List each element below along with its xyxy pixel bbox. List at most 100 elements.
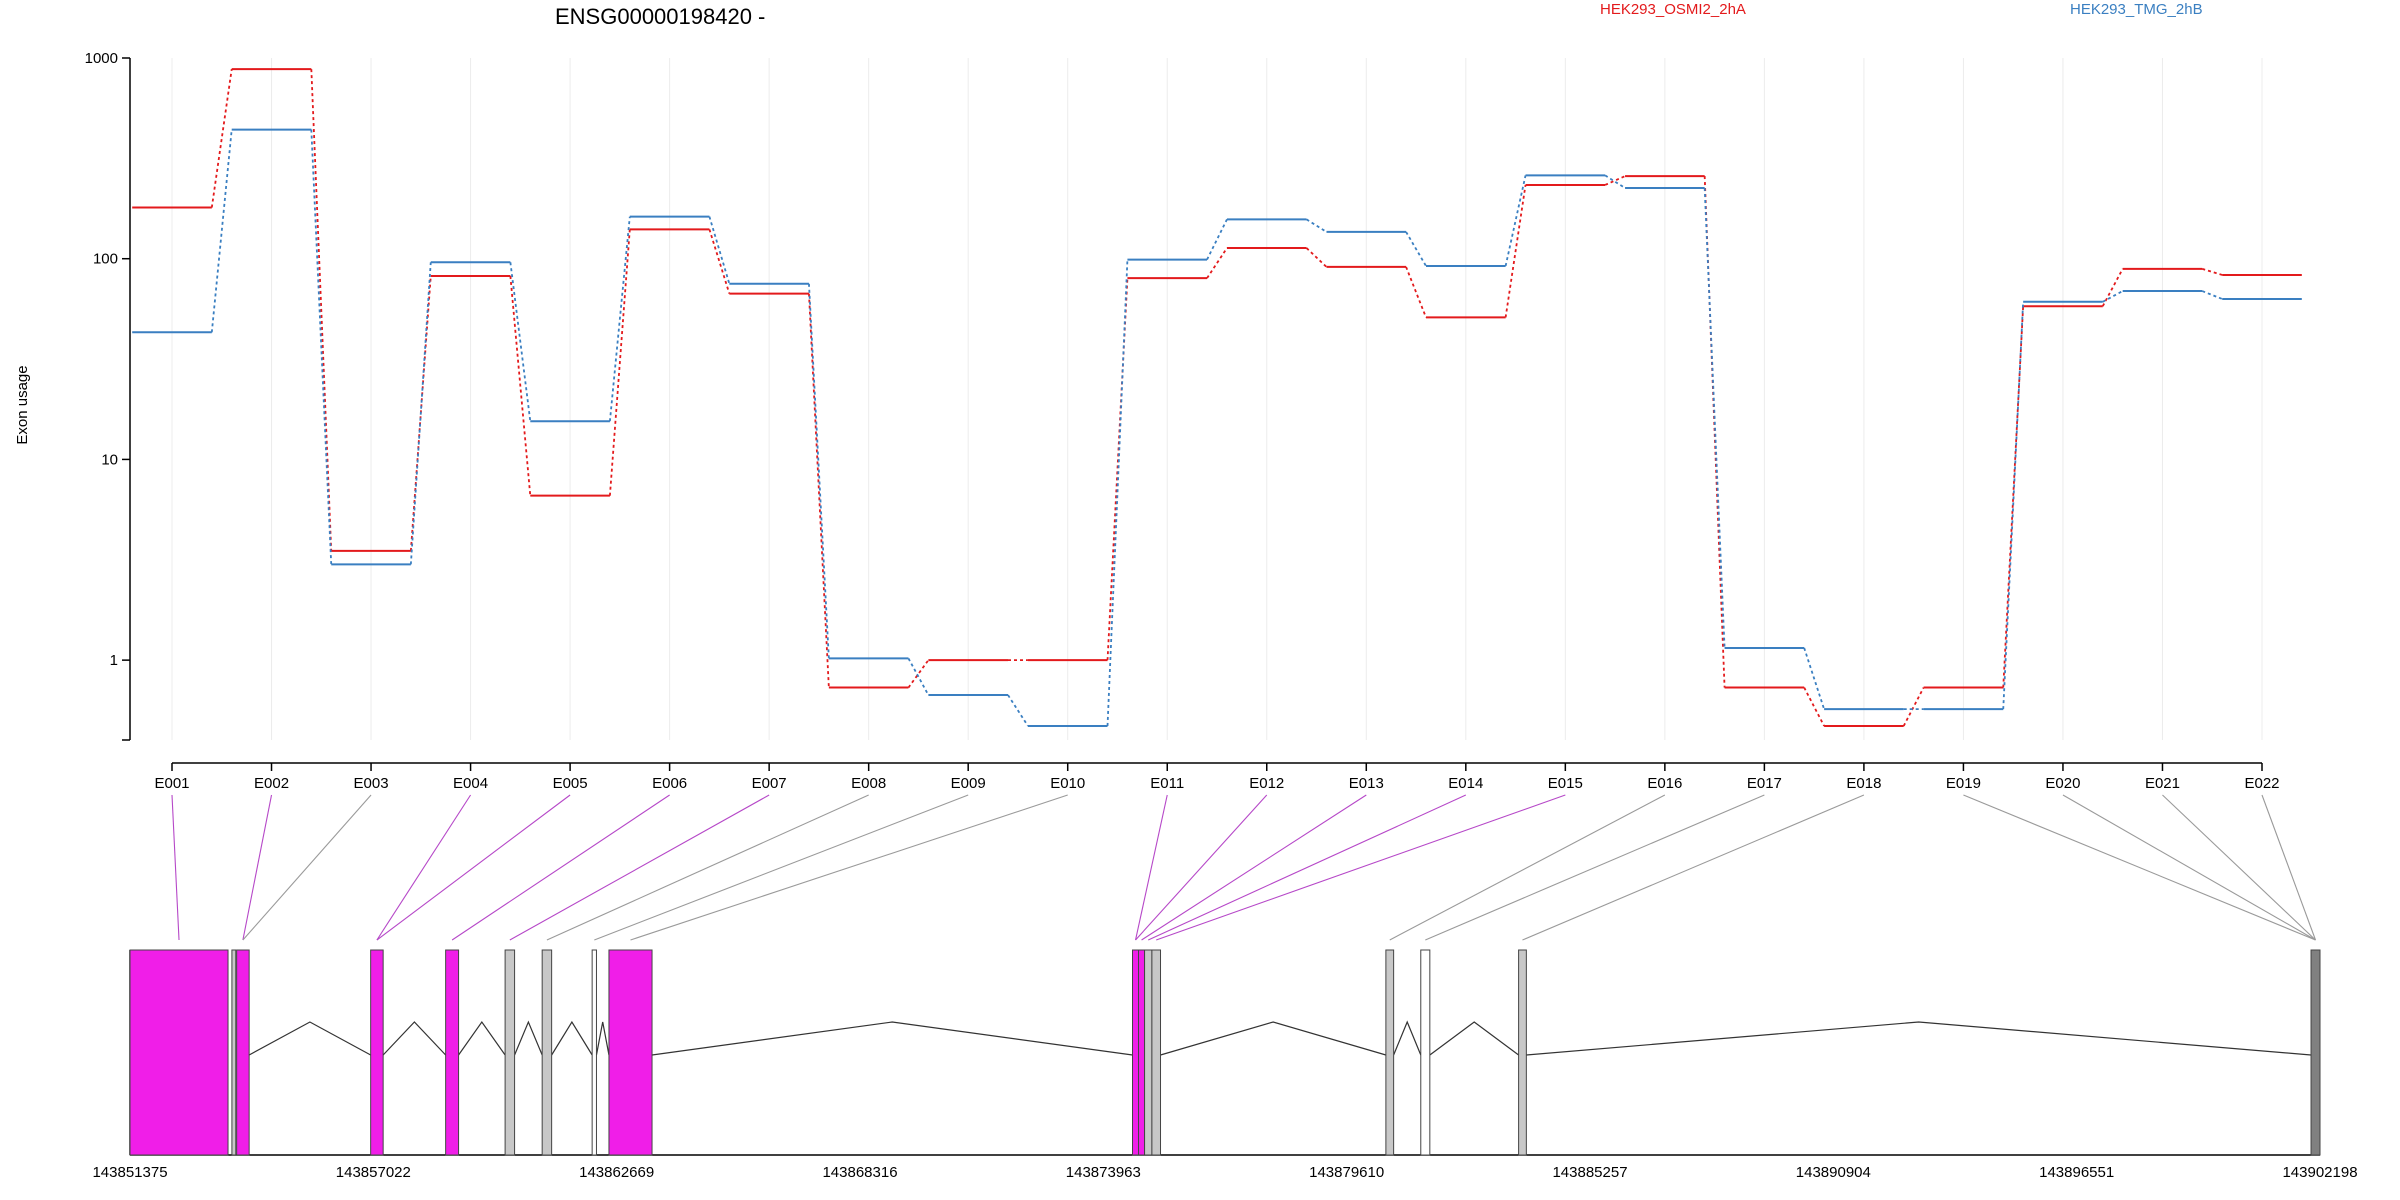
series-link-hek293-tmg-2hb-10 xyxy=(1106,259,1129,726)
series-link-hek293-tmg-2hb-11 xyxy=(1206,218,1228,260)
intron-5 xyxy=(458,1020,506,1056)
genomic-coordinate-label-143890904: 143890904 xyxy=(1796,1164,1871,1181)
series-link-hek293-tmg-2hb-6 xyxy=(708,216,731,285)
series-link-hek293-osmi2-2ha-13 xyxy=(1405,266,1427,318)
connector-e019 xyxy=(1963,794,2316,941)
series-link-hek293-tmg-2hb-21 xyxy=(2201,290,2223,300)
y-tick-label-1: 1 xyxy=(110,652,118,669)
series-link-hek293-tmg-2hb-5 xyxy=(609,216,631,422)
genomic-coordinate-label-143857022: 143857022 xyxy=(336,1164,411,1181)
intron-3 xyxy=(248,1021,371,1056)
x-tick-label-e018: E018 xyxy=(1846,775,1881,792)
x-tick-label-e005: E005 xyxy=(553,775,588,792)
legend-entry-hek293-osmi2-2ha: HEK293_OSMI2_2hA xyxy=(1600,1,1746,18)
exon-block-16 xyxy=(1518,949,1527,1156)
intron-14 xyxy=(1393,1020,1422,1056)
connector-e006 xyxy=(451,794,670,941)
x-tick-label-e022: E022 xyxy=(2244,775,2279,792)
series-link-hek293-osmi2-2ha-1 xyxy=(210,69,233,208)
connector-e007 xyxy=(509,794,770,941)
series-link-hek293-tmg-2hb-3 xyxy=(409,262,432,565)
intron-4 xyxy=(382,1021,447,1056)
intron-9 xyxy=(651,1021,1133,1056)
x-tick-label-e016: E016 xyxy=(1647,775,1682,792)
series-link-hek293-osmi2-2ha-20 xyxy=(2101,268,2124,307)
intron-8 xyxy=(595,1021,610,1056)
series-link-hek293-osmi2-2ha-14 xyxy=(1504,184,1527,318)
connector-e021 xyxy=(2162,794,2316,941)
genomic-coordinate-label-143851375: 143851375 xyxy=(92,1164,167,1181)
x-tick-label-e004: E004 xyxy=(453,775,488,792)
x-tick-label-e008: E008 xyxy=(851,775,886,792)
connector-e003 xyxy=(242,794,372,941)
connector-e020 xyxy=(2062,794,2316,941)
connector-e013 xyxy=(1141,794,1367,941)
x-tick-label-e002: E002 xyxy=(254,775,289,792)
genomic-coordinate-label-143862669: 143862669 xyxy=(579,1164,654,1181)
series-link-hek293-osmi2-2ha-5 xyxy=(609,229,631,496)
series-link-hek293-tmg-2hb-12 xyxy=(1306,218,1327,233)
genomic-coordinate-label-143902198: 143902198 xyxy=(2282,1164,2357,1181)
intron-6 xyxy=(514,1020,543,1056)
x-tick-label-e020: E020 xyxy=(2045,775,2080,792)
exon-block-8 xyxy=(591,949,597,1156)
chart-title: ENSG00000198420 - xyxy=(555,4,765,29)
series-link-hek293-tmg-2hb-15 xyxy=(1604,174,1626,189)
y-tick-label-10: 10 xyxy=(101,451,118,468)
series-link-hek293-osmi2-2ha-3 xyxy=(409,275,432,551)
x-tick-label-e009: E009 xyxy=(951,775,986,792)
exon-block-15 xyxy=(1420,949,1431,1156)
connector-e010 xyxy=(630,794,1068,941)
series-link-hek293-osmi2-2ha-6 xyxy=(708,229,731,294)
y-tick-label-100: 100 xyxy=(93,251,118,268)
x-tick-label-e019: E019 xyxy=(1946,775,1981,792)
genomic-coordinate-label-143873963: 143873963 xyxy=(1066,1164,1141,1181)
series-link-hek293-tmg-2hb-7 xyxy=(808,283,830,659)
intron-16 xyxy=(1526,1021,2312,1056)
exon-block-5 xyxy=(445,949,460,1156)
series-link-hek293-osmi2-2ha-16 xyxy=(1703,176,1726,688)
exon-block-6 xyxy=(504,949,516,1156)
series-link-hek293-tmg-2hb-19 xyxy=(2002,301,2025,710)
series-link-hek293-tmg-2hb-17 xyxy=(1803,647,1825,710)
series-link-hek293-tmg-2hb-4 xyxy=(509,262,532,422)
x-tick-label-e007: E007 xyxy=(752,775,787,792)
x-tick-label-e013: E013 xyxy=(1349,775,1384,792)
exon-block-4 xyxy=(370,949,384,1156)
connector-e022 xyxy=(2261,794,2317,941)
intron-15 xyxy=(1429,1021,1519,1056)
x-tick-label-e012: E012 xyxy=(1249,775,1284,792)
series-link-hek293-osmi2-2ha-15 xyxy=(1604,175,1626,186)
connector-e015 xyxy=(1156,794,1566,941)
intron-7 xyxy=(551,1020,593,1056)
exon-connectors xyxy=(171,794,2317,941)
connector-e009 xyxy=(594,794,969,941)
exon-block-14 xyxy=(1385,949,1395,1156)
gene-model: 143851375 143857022 143862669 143868316 1438… xyxy=(92,949,2358,1181)
exon-block-9 xyxy=(608,949,653,1156)
series-link-hek293-osmi2-2ha-4 xyxy=(509,275,532,496)
genomic-coordinate-label-143879610: 143879610 xyxy=(1309,1164,1384,1181)
series-link-hek293-osmi2-2ha-11 xyxy=(1206,247,1228,279)
exon-block-13 xyxy=(1151,949,1162,1156)
y-axis-label: Exon usage xyxy=(14,365,31,444)
series-link-hek293-osmi2-2ha-12 xyxy=(1305,247,1328,268)
series-link-hek293-osmi2-2ha-21 xyxy=(2202,268,2223,276)
series-link-hek293-osmi2-2ha-17 xyxy=(1803,687,1825,727)
exon-block-2 xyxy=(231,949,237,1156)
series-link-hek293-tmg-2hb-13 xyxy=(1405,231,1427,267)
genomic-coordinate-label-143896551: 143896551 xyxy=(2039,1164,2114,1181)
connector-e017 xyxy=(1425,794,1765,941)
series-link-hek293-tmg-2hb-8 xyxy=(907,657,930,696)
x-tick-label-e021: E021 xyxy=(2145,775,2180,792)
exon-block-7 xyxy=(541,949,553,1156)
connector-e008 xyxy=(546,794,869,941)
series-link-hek293-tmg-2hb-2 xyxy=(310,129,333,565)
gridlines xyxy=(171,58,2263,740)
exon-block-12 xyxy=(1144,949,1153,1156)
connector-e014 xyxy=(1148,794,1467,941)
series-link-hek293-tmg-2hb-16 xyxy=(1703,187,1726,648)
x-tick-label-e017: E017 xyxy=(1747,775,1782,792)
series-link-hek293-osmi2-2ha-19 xyxy=(2002,306,2025,688)
